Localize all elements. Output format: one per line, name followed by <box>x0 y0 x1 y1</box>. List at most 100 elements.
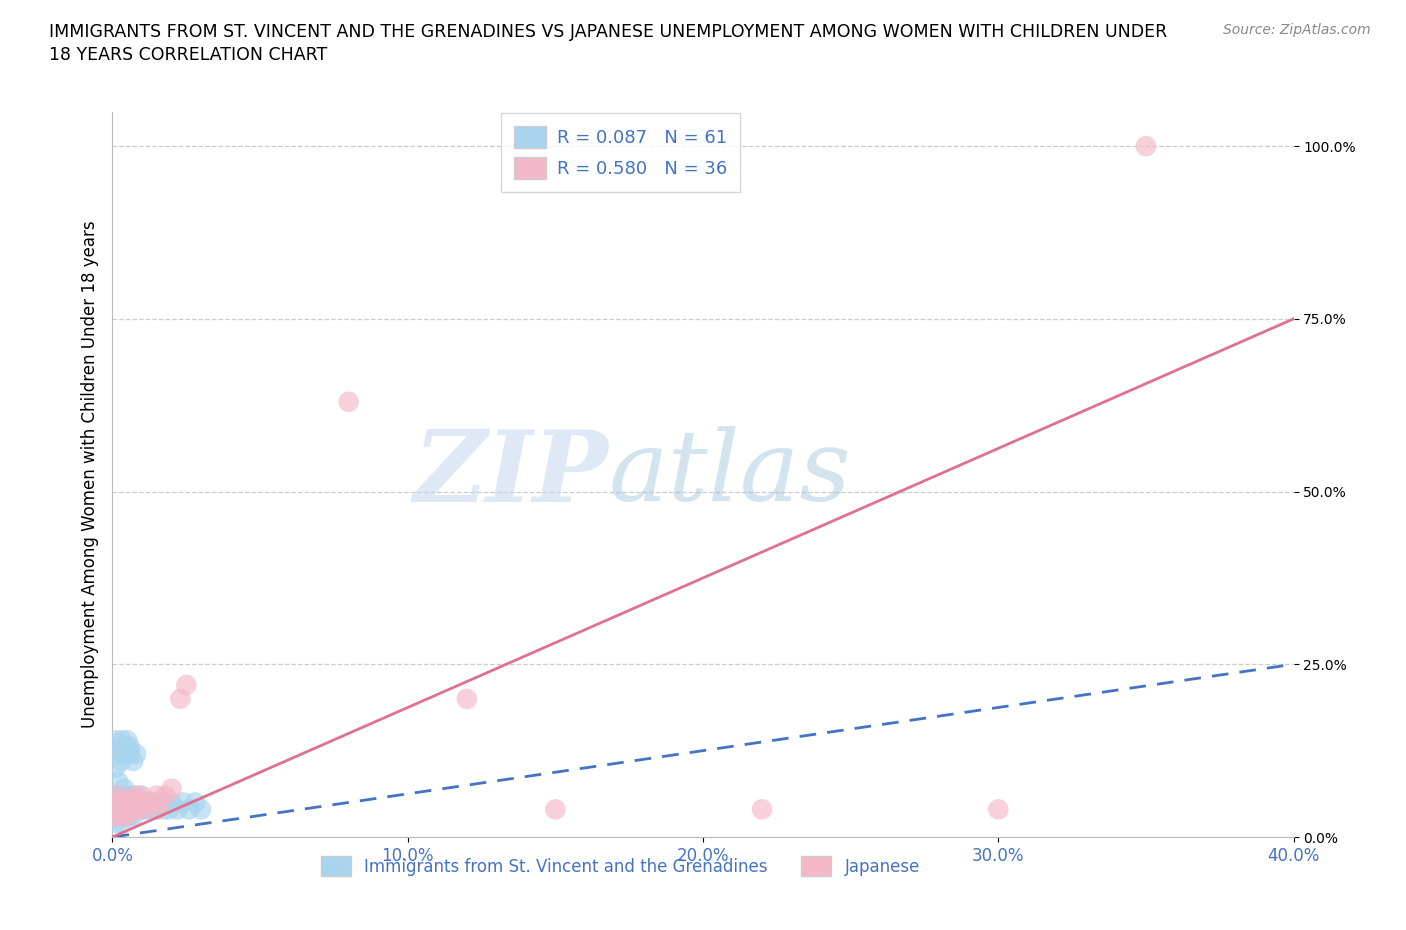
Point <box>107 795 129 810</box>
Point <box>149 795 172 810</box>
Point <box>117 809 138 824</box>
Point <box>117 802 138 817</box>
Point <box>122 795 145 810</box>
Point <box>110 802 132 817</box>
Point <box>125 747 148 762</box>
Point <box>112 802 135 817</box>
Point <box>152 802 174 817</box>
Point <box>131 795 153 810</box>
Point <box>110 809 132 824</box>
Point <box>1135 139 1157 153</box>
Point <box>117 733 138 748</box>
Text: Source: ZipAtlas.com: Source: ZipAtlas.com <box>1223 23 1371 37</box>
Point <box>131 802 153 817</box>
Point <box>120 809 142 824</box>
Point <box>128 802 150 817</box>
Point <box>104 761 127 776</box>
Point <box>110 753 132 768</box>
Point <box>104 795 127 810</box>
Point <box>122 809 145 824</box>
Point <box>157 802 180 817</box>
Point <box>128 788 150 803</box>
Point <box>110 795 132 810</box>
Point <box>179 802 201 817</box>
Point <box>131 788 153 803</box>
Point <box>110 795 132 810</box>
Point <box>110 733 132 748</box>
Point <box>107 739 129 754</box>
Point <box>184 795 207 810</box>
Point <box>112 747 135 762</box>
Point <box>190 802 212 817</box>
Point <box>456 691 478 706</box>
Point <box>117 788 138 803</box>
Point <box>117 802 138 817</box>
Point <box>136 795 159 810</box>
Point <box>146 788 169 803</box>
Point <box>155 795 177 810</box>
Point <box>107 747 129 762</box>
Text: atlas: atlas <box>609 427 851 522</box>
Point <box>104 802 127 817</box>
Point <box>120 802 142 817</box>
Point <box>125 795 148 810</box>
Point <box>544 802 567 817</box>
Point <box>110 788 132 803</box>
Point <box>337 394 360 409</box>
Point <box>110 802 132 817</box>
Point <box>155 788 177 803</box>
Point <box>120 802 142 817</box>
Point <box>136 795 159 810</box>
Point <box>122 788 145 803</box>
Point <box>117 739 138 754</box>
Point <box>751 802 773 817</box>
Point <box>120 739 142 754</box>
Point <box>122 753 145 768</box>
Point <box>117 795 138 810</box>
Point <box>110 816 132 830</box>
Point <box>122 802 145 817</box>
Point <box>134 802 156 817</box>
Point <box>120 795 142 810</box>
Point <box>160 795 183 810</box>
Point <box>112 739 135 754</box>
Point <box>128 795 150 810</box>
Point <box>107 802 129 817</box>
Point <box>112 802 135 817</box>
Point <box>117 795 138 810</box>
Point <box>169 691 191 706</box>
Text: 18 YEARS CORRELATION CHART: 18 YEARS CORRELATION CHART <box>49 46 328 64</box>
Point <box>122 802 145 817</box>
Legend: Immigrants from St. Vincent and the Grenadines, Japanese: Immigrants from St. Vincent and the Gren… <box>314 849 927 884</box>
Point <box>172 795 194 810</box>
Point <box>125 802 148 817</box>
Point <box>174 678 197 693</box>
Point <box>110 809 132 824</box>
Point <box>131 802 153 817</box>
Point <box>107 775 129 790</box>
Point <box>107 809 129 824</box>
Point <box>139 795 162 810</box>
Point <box>107 788 129 803</box>
Point <box>142 795 165 810</box>
Point <box>146 802 169 817</box>
Point <box>112 795 135 810</box>
Point <box>166 802 188 817</box>
Point <box>125 788 148 803</box>
Point <box>112 781 135 796</box>
Y-axis label: Unemployment Among Women with Children Under 18 years: Unemployment Among Women with Children U… <box>80 220 98 728</box>
Point <box>117 809 138 824</box>
Point <box>104 733 127 748</box>
Point <box>120 795 142 810</box>
Point <box>160 781 183 796</box>
Point <box>104 788 127 803</box>
Point <box>146 802 169 817</box>
Point <box>107 802 129 817</box>
Text: IMMIGRANTS FROM ST. VINCENT AND THE GRENADINES VS JAPANESE UNEMPLOYMENT AMONG WO: IMMIGRANTS FROM ST. VINCENT AND THE GREN… <box>49 23 1167 41</box>
Point <box>149 795 172 810</box>
Point <box>987 802 1010 817</box>
Point <box>112 809 135 824</box>
Point <box>125 802 148 817</box>
Point <box>112 795 135 810</box>
Point <box>104 809 127 824</box>
